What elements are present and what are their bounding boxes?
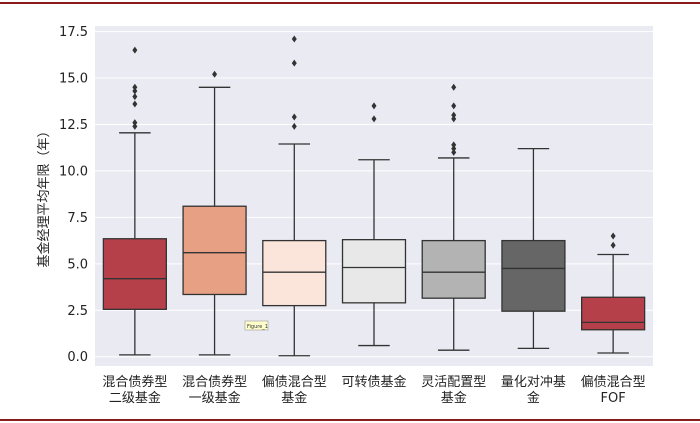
outlier-point — [291, 122, 297, 130]
box-body — [421, 239, 486, 299]
outlier-point — [451, 83, 457, 91]
x-category-label: 灵活配置型 — [421, 375, 486, 390]
outlier-point — [291, 35, 297, 43]
x-category-label: 混合债券型 — [182, 374, 247, 390]
outlier-point — [132, 93, 138, 101]
y-tick-label: 2.5 — [67, 304, 88, 319]
outlier-point — [451, 145, 457, 153]
outlier-point — [132, 100, 138, 108]
box-group — [102, 46, 167, 356]
bottom-rule — [0, 419, 700, 421]
outlier-point — [451, 141, 457, 149]
box-group — [581, 232, 646, 354]
box-group — [421, 83, 486, 351]
y-tick-label: 5.0 — [67, 257, 88, 272]
x-category-label: 可转债基金 — [341, 374, 406, 390]
x-category-label: 金 — [527, 390, 540, 406]
box-body — [341, 239, 407, 304]
outlier-point — [451, 148, 457, 156]
y-tick-label: 17.5 — [59, 25, 88, 40]
figure-tag-box — [244, 320, 269, 331]
outlier-point — [451, 111, 457, 119]
outlier-point — [371, 102, 377, 110]
figure-tag: Figure_1 — [244, 320, 269, 331]
x-category-label: 基金 — [441, 390, 467, 406]
outlier-point — [132, 119, 138, 127]
box-body — [501, 239, 566, 312]
box-body — [182, 205, 247, 296]
outlier-point — [132, 83, 138, 91]
outlier-point — [451, 115, 457, 123]
y-tick-label: 0.0 — [67, 350, 88, 365]
y-tick-label: 15.0 — [59, 72, 88, 87]
x-category-label: 偏债混合型 — [262, 375, 327, 390]
outlier-point — [451, 102, 457, 110]
y-axis-ticks: 0.0 2.5 5.0 7.5 10.0 12.5 15.0 17.5 — [59, 25, 88, 365]
x-category-label: 一级基金 — [189, 390, 241, 406]
box-group — [262, 35, 327, 357]
outlier-point — [371, 115, 377, 123]
y-tick-label: 7.5 — [67, 211, 88, 226]
outlier-point — [610, 241, 616, 249]
outlier-point — [132, 122, 138, 130]
outlier-point — [132, 87, 138, 95]
box-body — [581, 296, 646, 331]
y-tick-label: 12.5 — [59, 118, 88, 133]
x-category-label: 偏债混合型 — [581, 375, 646, 390]
x-category-label: 基金 — [281, 390, 307, 406]
outlier-point — [132, 46, 138, 54]
top-rule — [0, 2, 700, 4]
outlier-point — [610, 232, 616, 240]
x-category-label: FOF — [601, 391, 626, 406]
box-body — [102, 238, 167, 310]
box-group — [182, 70, 247, 356]
x-category-label: 混合债券型 — [102, 374, 167, 390]
outlier-point — [212, 70, 218, 78]
box-body — [262, 239, 327, 307]
box-group — [341, 102, 407, 347]
x-category-label: 量化对冲基 — [501, 375, 566, 390]
y-tick-label: 10.0 — [59, 164, 88, 179]
box-series — [102, 35, 646, 357]
outlier-point — [291, 59, 297, 67]
x-category-label: 二级基金 — [109, 390, 161, 406]
box-group — [501, 147, 566, 349]
outlier-point — [291, 113, 297, 121]
figure-tag-label: Figure_1 — [247, 324, 268, 330]
y-axis-title: 基金经理平均年限（年） — [36, 124, 52, 267]
